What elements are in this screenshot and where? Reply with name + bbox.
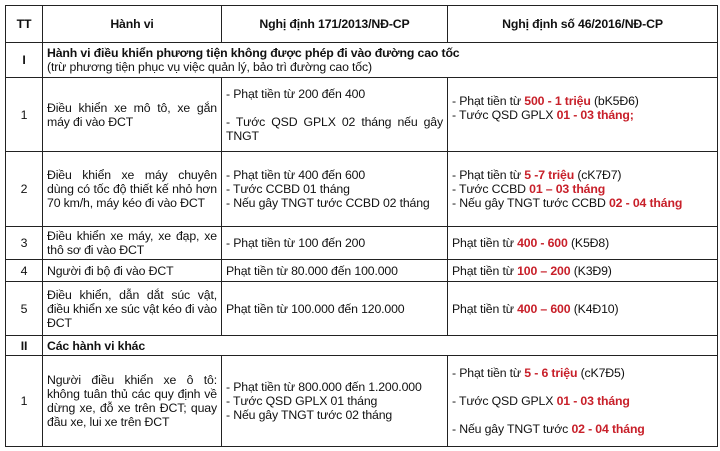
penalty-text: (K4Đ10) bbox=[570, 301, 619, 316]
row-number: 1 bbox=[5, 77, 43, 152]
table-row: 2 Điều khiển xe máy chuyên dùng có tốc độ… bbox=[5, 151, 718, 227]
penalty-amount-highlight: 01 - 03 tháng bbox=[556, 394, 630, 408]
spacer bbox=[226, 101, 443, 115]
penalty-line: - Tước CCBD 01 tháng bbox=[226, 182, 350, 196]
row-number: 4 bbox=[5, 259, 43, 282]
penalty-text: (bK5Đ6) bbox=[590, 93, 639, 108]
row-number: 5 bbox=[5, 281, 43, 336]
section-title: Các hành vi khác bbox=[47, 338, 146, 353]
penalty-text: (K5Đ8) bbox=[567, 236, 610, 250]
decree-171-cell: Phạt tiền từ 100.000 đến 120.000 bbox=[221, 281, 448, 336]
penalty-text: - Tước CCBD bbox=[452, 182, 530, 196]
penalty-line: Phạt tiền từ 400 - 600 (K5Đ8) bbox=[452, 236, 713, 250]
penalty-text: (cK7Đ7) bbox=[574, 168, 622, 182]
penalty-text: - Nếu gây TNGT tước CCBD bbox=[452, 196, 609, 210]
penalty-line: - Tước QSD GPLX 01 tháng bbox=[226, 394, 378, 408]
section-title-cell: Các hành vi khác bbox=[42, 335, 718, 356]
decree-171-cell: - Phạt tiền từ 400 đến 600- Tước CCBD 01… bbox=[221, 151, 448, 227]
penalty-line: - Phạt tiền từ 5 -7 triệu (cK7Đ7) bbox=[452, 168, 713, 182]
spacer bbox=[452, 122, 713, 136]
penalty-line: - Phạt tiền từ 400 đến 600 bbox=[226, 168, 366, 182]
behavior-cell: Điều khiển xe máy, xe đạp, xe thô sơ đi … bbox=[42, 226, 222, 260]
table-row: 1 Người điều khiển xe ô tô: không tuân th… bbox=[5, 355, 718, 447]
decree-171-cell: - Phạt tiền từ 100 đến 200 bbox=[221, 226, 448, 260]
penalty-line: - Tước QSD GPLX 01 - 03 tháng bbox=[452, 394, 713, 408]
row-number: I bbox=[5, 42, 43, 78]
penalty-line: - Tước QSD GPLX 02 tháng nếu gây TNGT bbox=[226, 114, 443, 143]
penalty-line: Phạt tiền từ 100 – 200 (K3Đ9) bbox=[452, 264, 713, 278]
behavior-cell: Điều khiển xe mô tô, xe gắn máy đi vào Đ… bbox=[42, 77, 222, 152]
penalty-text: (K3Đ9) bbox=[570, 263, 612, 278]
penalty-text: - Tước QSD GPLX bbox=[452, 394, 557, 408]
penalty-line: - Nếu gây TNGT tước 02 - 04 tháng bbox=[452, 422, 713, 436]
penalty-line: - Phạt tiền từ 500 - 1 triệu (bK5Đ6) bbox=[452, 94, 713, 108]
header-row: TT Hành vi Nghị định 171/2013/NĐ-CP Nghị… bbox=[5, 5, 718, 43]
behavior-cell: Người đi bộ đi vào ĐCT bbox=[42, 259, 222, 282]
penalty-line: - Tước CCBD 01 – 03 tháng bbox=[452, 182, 713, 196]
penalty-text: (cK7Đ5) bbox=[577, 366, 625, 380]
penalty-amount-highlight: 5 - 6 triệu bbox=[524, 366, 578, 380]
penalty-line: Phạt tiền từ 80.000 đến 100.000 bbox=[226, 263, 398, 278]
penalty-amount-highlight: 400 - 600 bbox=[517, 236, 568, 250]
section-row: I Hành vi điều khiển phương tiện không đư… bbox=[5, 42, 718, 78]
decree-46-cell: Phạt tiền từ 400 – 600 (K4Đ10) bbox=[447, 281, 718, 336]
row-number: 2 bbox=[5, 151, 43, 227]
behavior-cell: Điều khiển xe máy chuyên dùng có tốc độ … bbox=[42, 151, 222, 227]
decree-46-cell: - Phạt tiền từ 5 -7 triệu (cK7Đ7) - Tước … bbox=[447, 151, 718, 227]
decree-171-cell: Phạt tiền từ 80.000 đến 100.000 bbox=[221, 259, 448, 282]
penalty-comparison-table: TT Hành vi Nghị định 171/2013/NĐ-CP Nghị… bbox=[5, 5, 718, 447]
decree-46-cell: Phạt tiền từ 400 - 600 (K5Đ8) bbox=[447, 226, 718, 260]
section-row: II Các hành vi khác bbox=[5, 335, 718, 356]
row-number: 1 bbox=[5, 355, 43, 447]
penalty-text: - Phạt tiền từ bbox=[452, 366, 525, 380]
penalty-amount-highlight: 5 -7 triệu bbox=[524, 168, 575, 182]
table-row: 5 Điều khiển, dẫn dắt súc vật, điều khiển… bbox=[5, 281, 718, 336]
header-decree-171: Nghị định 171/2013/NĐ-CP bbox=[221, 5, 448, 43]
spacer bbox=[452, 380, 713, 394]
penalty-text: - Phạt tiền từ bbox=[452, 93, 525, 108]
penalty-line: - Nếu gây TNGT tước 02 tháng bbox=[226, 408, 393, 422]
section-subtitle: (trừ phương tiện phục vụ việc quản lý, b… bbox=[47, 60, 372, 74]
decree-46-cell: - Phạt tiền từ 500 - 1 triệu (bK5Đ6) - Tư… bbox=[447, 77, 718, 152]
decree-46-cell: - Phạt tiền từ 5 - 6 triệu (cK7Đ5) - Tước… bbox=[447, 355, 718, 447]
penalty-amount-highlight: 01 – 03 tháng bbox=[529, 182, 606, 196]
row-number: II bbox=[5, 335, 43, 356]
table-row: 1 Điều khiển xe mô tô, xe gắn máy đi vào … bbox=[5, 77, 718, 152]
penalty-line: - Nếu gây TNGT tước CCBD 02 tháng bbox=[226, 196, 430, 210]
penalty-amount-highlight: 500 - 1 triệu bbox=[524, 93, 591, 108]
behavior-cell: Người điều khiển xe ô tô: không tuân thủ… bbox=[42, 355, 222, 447]
spacer bbox=[452, 408, 713, 422]
row-number: 3 bbox=[5, 226, 43, 260]
header-decree-46: Nghị định số 46/2016/NĐ-CP bbox=[447, 5, 718, 43]
penalty-line: - Tước QSD GPLX 01 - 03 tháng; bbox=[452, 108, 713, 122]
decree-171-cell: - Phạt tiền từ 200 đến 400 - Tước QSD GPL… bbox=[221, 77, 448, 152]
penalty-line: - Phạt tiền từ 800.000 đến 1.200.000 bbox=[226, 380, 422, 394]
penalty-amount-highlight: 02 - 04 tháng bbox=[571, 422, 645, 436]
penalty-text: Phạt tiền từ bbox=[452, 263, 518, 278]
penalty-text: - Nếu gây TNGT tước bbox=[452, 422, 572, 436]
header-behavior: Hành vi bbox=[42, 5, 222, 43]
penalty-text: Phạt tiền từ bbox=[452, 301, 518, 316]
penalty-line: - Nếu gây TNGT tước CCBD 02 - 04 tháng bbox=[452, 196, 713, 210]
penalty-line: - Phạt tiền từ 5 - 6 triệu (cK7Đ5) bbox=[452, 366, 713, 380]
section-title-cell: Hành vi điều khiển phương tiện không đượ… bbox=[42, 42, 718, 78]
decree-46-cell: Phạt tiền từ 100 – 200 (K3Đ9) bbox=[447, 259, 718, 282]
table-row: 3 Điều khiển xe máy, xe đạp, xe thô sơ đi… bbox=[5, 226, 718, 260]
penalty-amount-highlight: 02 - 04 tháng bbox=[608, 196, 683, 210]
section-title: Hành vi điều khiển phương tiện không đượ… bbox=[47, 46, 460, 60]
decree-171-cell: - Phạt tiền từ 800.000 đến 1.200.000- Tư… bbox=[221, 355, 448, 447]
penalty-line: - Phạt tiền từ 200 đến 400 bbox=[226, 86, 366, 101]
table-row: 4 Người đi bộ đi vào ĐCT Phạt tiền từ 80.0… bbox=[5, 259, 718, 282]
penalty-amount-highlight: 100 – 200 bbox=[517, 263, 571, 278]
penalty-line: - Phạt tiền từ 100 đến 200 bbox=[226, 236, 366, 250]
penalty-text: - Tước QSD GPLX bbox=[452, 107, 557, 122]
penalty-line: Phạt tiền từ 100.000 đến 120.000 bbox=[226, 301, 405, 316]
penalty-amount-highlight: 01 - 03 tháng; bbox=[556, 107, 634, 122]
penalty-text: - Phạt tiền từ bbox=[452, 168, 525, 182]
penalty-amount-highlight: 400 – 600 bbox=[517, 301, 571, 316]
behavior-cell: Điều khiển, dẫn dắt súc vật, điều khiển … bbox=[42, 281, 222, 336]
header-tt: TT bbox=[5, 5, 43, 43]
penalty-text: Phạt tiền từ bbox=[452, 236, 518, 250]
penalty-line: Phạt tiền từ 400 – 600 (K4Đ10) bbox=[452, 302, 713, 316]
